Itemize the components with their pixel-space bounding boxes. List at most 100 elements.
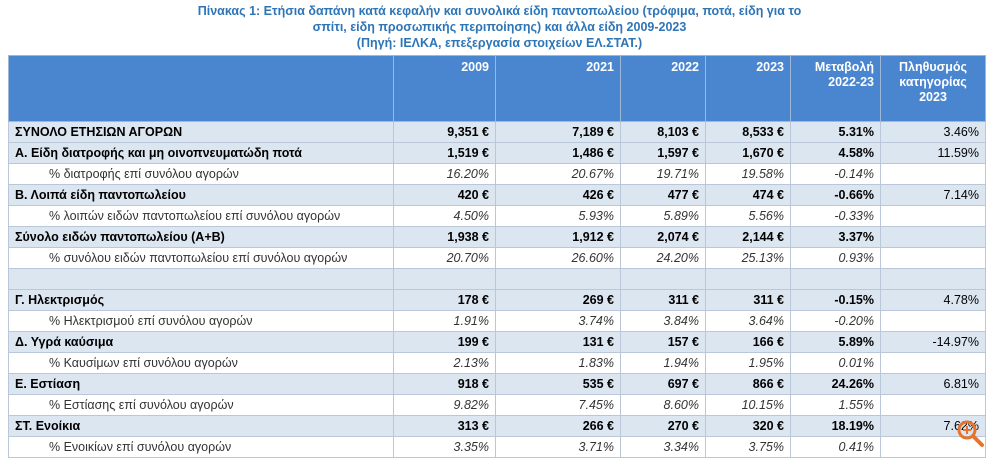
cell: 19.71% bbox=[620, 163, 706, 185]
cell: 5.56% bbox=[705, 205, 791, 227]
cell bbox=[880, 247, 986, 269]
row-label: % συνόλου ειδών παντοπωλείου επί συνόλου… bbox=[8, 247, 394, 269]
zoom-icon[interactable] bbox=[955, 418, 985, 448]
table-row: ΣΥΝΟΛΟ ΕΤΗΣΙΩΝ ΑΓΟΡΩΝ 9,351 €7,189 €8,103… bbox=[8, 121, 986, 143]
cell: 5.89% bbox=[790, 331, 881, 353]
cell: 320 € bbox=[705, 415, 791, 437]
cell: 9.82% bbox=[393, 394, 496, 416]
cell bbox=[880, 394, 986, 416]
cell bbox=[880, 226, 986, 248]
cell: 3.64% bbox=[705, 310, 791, 332]
cell: -14.97% bbox=[880, 331, 986, 353]
column-header: 2009 bbox=[393, 55, 496, 122]
cell: 477 € bbox=[620, 184, 706, 206]
cell: 426 € bbox=[495, 184, 621, 206]
cell: 7.14% bbox=[880, 184, 986, 206]
cell: 157 € bbox=[620, 331, 706, 353]
cell: 2.13% bbox=[393, 352, 496, 374]
cell: 3.84% bbox=[620, 310, 706, 332]
cell: 1,938 € bbox=[393, 226, 496, 248]
table-row: Δ. Υγρά καύσιμα 199 €131 €157 €166 €5.89%… bbox=[8, 331, 986, 353]
cell: -0.33% bbox=[790, 205, 881, 227]
title-line: (Πηγή: ΙΕΛΚΑ, επεξεργασία στοιχείων ΕΛ.Σ… bbox=[356, 36, 643, 50]
cell bbox=[790, 268, 881, 290]
cell: 166 € bbox=[705, 331, 791, 353]
row-label: % Ηλεκτρισμού επί συνόλου αγορών bbox=[8, 310, 394, 332]
cell: 266 € bbox=[495, 415, 621, 437]
cell: 199 € bbox=[393, 331, 496, 353]
cell: 24.20% bbox=[620, 247, 706, 269]
cell: 1.83% bbox=[495, 352, 621, 374]
column-header: Μεταβολή 2022-23 bbox=[790, 55, 881, 122]
cell bbox=[880, 205, 986, 227]
cell: 18.19% bbox=[790, 415, 881, 437]
cell: 697 € bbox=[620, 373, 706, 395]
header-row: 2009 2021 2022 2023 Μεταβολή 2022-23 Πληθυσμό… bbox=[8, 55, 986, 122]
table-row: Β. Λοιπά είδη παντοπωλείου 420 €426 €477 … bbox=[8, 184, 986, 206]
cell: 269 € bbox=[495, 289, 621, 311]
cell bbox=[705, 268, 791, 290]
table-row: Α. Είδη διατροφής και μη οινοπνευματώδη … bbox=[8, 142, 986, 164]
cell: 8,103 € bbox=[620, 121, 706, 143]
cell: -0.14% bbox=[790, 163, 881, 185]
row-label: Σύνολο ειδών παντοπωλείου (Α+Β) bbox=[8, 226, 394, 248]
cell: 1,597 € bbox=[620, 142, 706, 164]
column-header: 2022 bbox=[620, 55, 706, 122]
row-label: % Εστίασης επί συνόλου αγορών bbox=[8, 394, 394, 416]
title-line: Πίνακας 1: Ετήσια δαπάνη κατά κεφαλήν κα… bbox=[197, 4, 802, 18]
cell: 4.78% bbox=[880, 289, 986, 311]
cell: 7.45% bbox=[495, 394, 621, 416]
column-header bbox=[8, 55, 394, 122]
cell: -0.66% bbox=[790, 184, 881, 206]
cell: -0.15% bbox=[790, 289, 881, 311]
cell: 9,351 € bbox=[393, 121, 496, 143]
cell: 313 € bbox=[393, 415, 496, 437]
data-table: 2009 2021 2022 2023 Μεταβολή 2022-23 Πληθυσμό… bbox=[8, 55, 986, 458]
cell: 11.59% bbox=[880, 142, 986, 164]
cell: 0.41% bbox=[790, 436, 881, 458]
row-label: Β. Λοιπά είδη παντοπωλείου bbox=[8, 184, 394, 206]
cell: 535 € bbox=[495, 373, 621, 395]
cell: 1.91% bbox=[393, 310, 496, 332]
row-label: % Ενοικίων επί συνόλου αγορών bbox=[8, 436, 394, 458]
column-header: 2023 bbox=[705, 55, 791, 122]
table-row: Ε. Εστίαση 918 €535 €697 €866 €24.26% 6.81… bbox=[8, 373, 986, 395]
cell: 866 € bbox=[705, 373, 791, 395]
cell: 7,189 € bbox=[495, 121, 621, 143]
cell: 5.93% bbox=[495, 205, 621, 227]
row-label bbox=[8, 268, 394, 290]
cell: 3.74% bbox=[495, 310, 621, 332]
cell: 474 € bbox=[705, 184, 791, 206]
cell: 3.71% bbox=[495, 436, 621, 458]
cell: 20.70% bbox=[393, 247, 496, 269]
cell: 25.13% bbox=[705, 247, 791, 269]
cell: 10.15% bbox=[705, 394, 791, 416]
cell bbox=[880, 310, 986, 332]
cell bbox=[393, 268, 496, 290]
cell: 8,533 € bbox=[705, 121, 791, 143]
cell: 131 € bbox=[495, 331, 621, 353]
cell: 20.67% bbox=[495, 163, 621, 185]
cell: 2,074 € bbox=[620, 226, 706, 248]
cell: 4.58% bbox=[790, 142, 881, 164]
cell: 311 € bbox=[620, 289, 706, 311]
cell: 26.60% bbox=[495, 247, 621, 269]
cell: 1,486 € bbox=[495, 142, 621, 164]
table-row: % συνόλου ειδών παντοπωλείου επί συνόλου… bbox=[8, 247, 986, 269]
cell bbox=[880, 436, 986, 458]
cell: -0.20% bbox=[790, 310, 881, 332]
cell: 3.46% bbox=[880, 121, 986, 143]
cell: 5.31% bbox=[790, 121, 881, 143]
table-row bbox=[8, 268, 986, 290]
table-row: Σύνολο ειδών παντοπωλείου (Α+Β) 1,938 €1,… bbox=[8, 226, 986, 248]
cell: 420 € bbox=[393, 184, 496, 206]
cell: 5.89% bbox=[620, 205, 706, 227]
cell: 1,912 € bbox=[495, 226, 621, 248]
cell: 4.50% bbox=[393, 205, 496, 227]
cell bbox=[880, 163, 986, 185]
cell: 1.55% bbox=[790, 394, 881, 416]
cell: 1,670 € bbox=[705, 142, 791, 164]
row-label: ΣΤ. Ενοίκια bbox=[8, 415, 394, 437]
cell: 918 € bbox=[393, 373, 496, 395]
cell: 178 € bbox=[393, 289, 496, 311]
